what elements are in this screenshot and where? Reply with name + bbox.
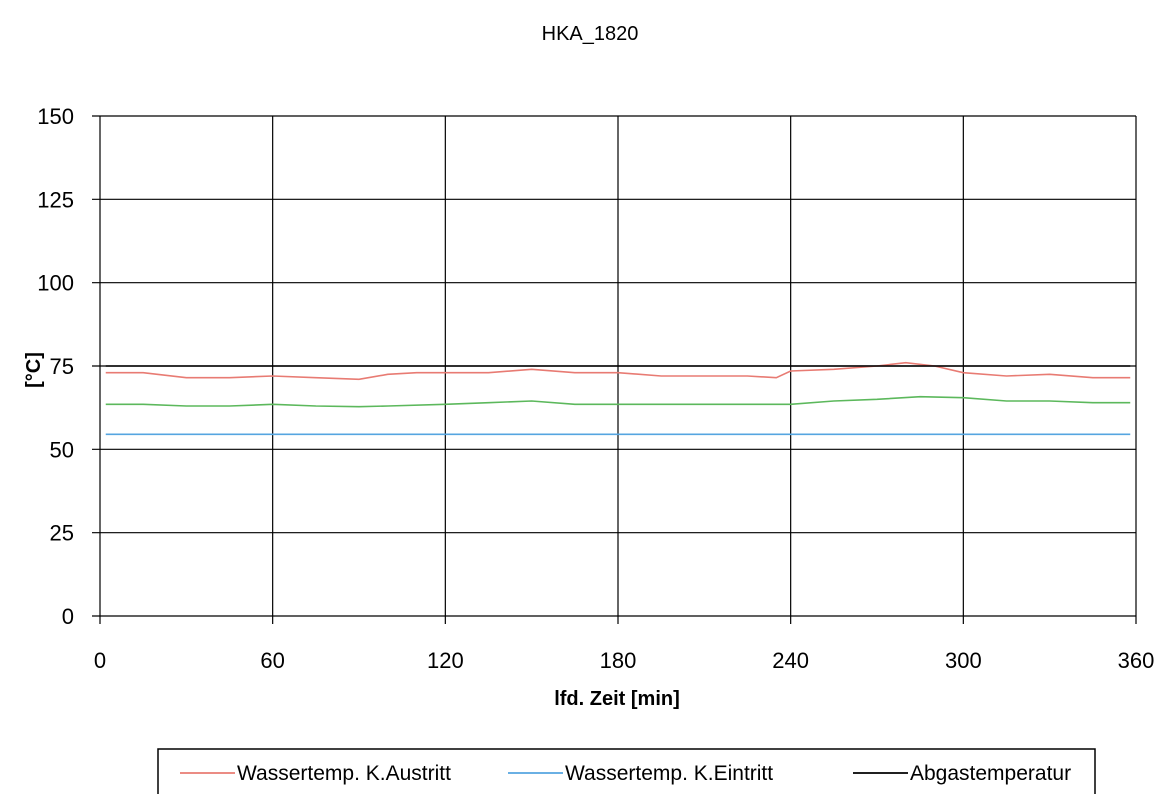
y-tick-label: 50 <box>50 437 74 462</box>
y-tick-labels: 0 25 50 75 100 125 150 <box>37 104 74 629</box>
y-tick-label: 100 <box>37 271 74 296</box>
x-tick-label: 180 <box>600 648 637 673</box>
legend-box <box>157 748 1096 794</box>
x-tick-label: 240 <box>772 648 809 673</box>
x-tick-label: 60 <box>260 648 284 673</box>
chart-title: HKA_1820 <box>542 23 639 45</box>
x-tick-label: 360 <box>1118 648 1155 673</box>
x-tick-label: 120 <box>427 648 464 673</box>
y-axis-title: [°C] <box>23 352 45 388</box>
y-tick-label: 150 <box>37 104 74 129</box>
legend-label: Wassertemp. K.Austritt <box>237 762 451 785</box>
series-layer <box>105 361 1131 436</box>
legend-label: Abgastemperatur <box>910 762 1071 785</box>
x-axis-title: lfd. Zeit [min] <box>554 688 680 710</box>
legend-label: Wassertemp. K.Eintritt <box>565 762 773 785</box>
series-line-4 <box>105 395 1131 408</box>
legend: Wassertemp. K.Austritt Wassertemp. K.Eint… <box>157 748 1096 794</box>
y-tick-label: 125 <box>37 187 74 212</box>
y-tick-label: 25 <box>50 521 74 546</box>
y-tick-label: 75 <box>50 354 74 379</box>
x-tick-label: 300 <box>945 648 982 673</box>
x-tick-labels: 0 60 120 180 240 300 360 <box>94 648 1154 673</box>
series-line-1 <box>105 361 1131 381</box>
y-tick-label: 0 <box>62 604 74 629</box>
x-tick-label: 0 <box>94 648 106 673</box>
plot-grid <box>92 115 1137 624</box>
